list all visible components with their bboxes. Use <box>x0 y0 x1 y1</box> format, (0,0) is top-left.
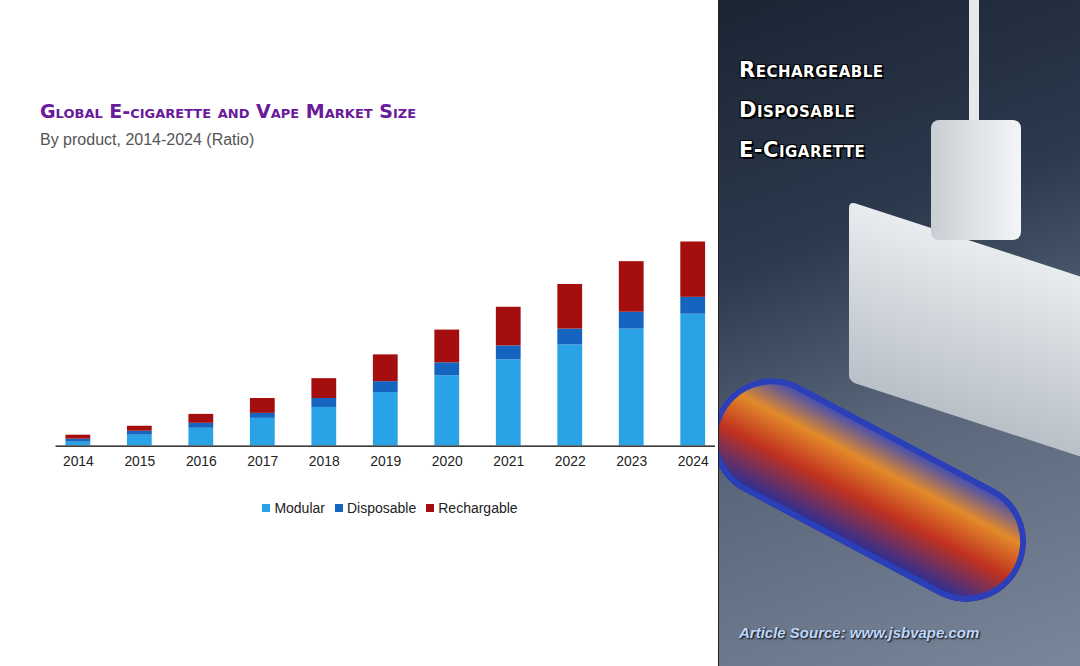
svg-text:2014: 2014 <box>63 453 94 469</box>
svg-text:2020: 2020 <box>432 453 463 469</box>
svg-text:2021: 2021 <box>493 453 524 469</box>
svg-text:2015: 2015 <box>124 453 155 469</box>
svg-text:2023: 2023 <box>616 453 647 469</box>
svg-text:2018: 2018 <box>309 453 340 469</box>
svg-text:2017: 2017 <box>247 453 278 469</box>
html-text:E-Cigarette: E-Cigarette <box>739 138 866 162</box>
html-text:Global E-cigarette and Vape Ma: Global E-cigarette and Vape Market Size <box>40 100 417 122</box>
html-text:Article Source: www.jsbvape.co: Article Source: www.jsbvape.com <box>739 624 980 641</box>
svg-text:2022: 2022 <box>555 453 586 469</box>
svg-text:2024: 2024 <box>678 453 709 469</box>
html-text:By product, 2014-2024 (Ratio): By product, 2014-2024 (Ratio) <box>40 131 255 148</box>
html-text:Rechargable: Rechargable <box>438 500 518 516</box>
html-text:Disposable: Disposable <box>739 98 856 122</box>
html-text:Disposable: Disposable <box>347 500 417 516</box>
svg-text:2016: 2016 <box>186 453 217 469</box>
svg-text:2019: 2019 <box>370 453 401 469</box>
html-text:Modular: Modular <box>274 500 325 516</box>
html-text:Rechargeable: Rechargeable <box>739 58 884 82</box>
